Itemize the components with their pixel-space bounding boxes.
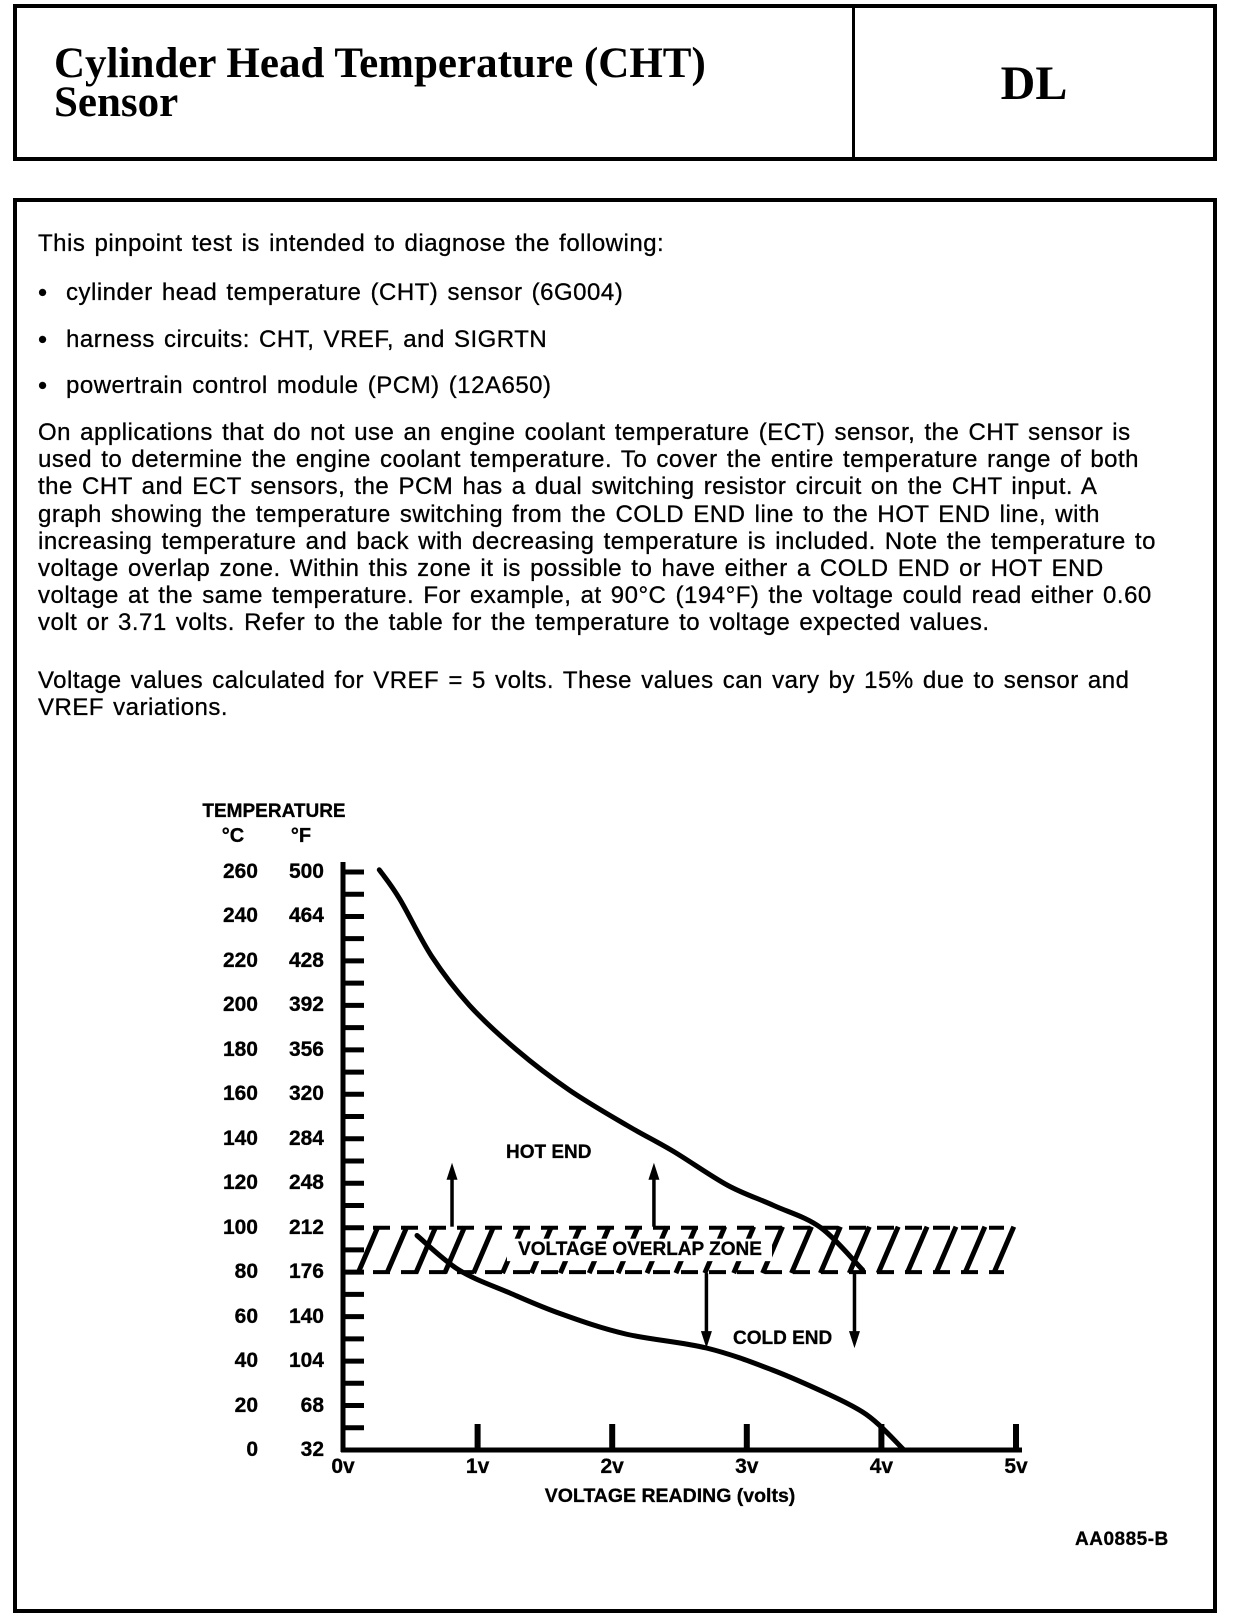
overlap-zone-hatch bbox=[904, 1225, 930, 1275]
y-tick-label-celsius: 180 bbox=[222, 1037, 258, 1061]
overlap-zone-hatch bbox=[875, 1225, 901, 1275]
figure-code: AA0885-B bbox=[1075, 1529, 1169, 1550]
header-title-cell: Cylinder Head Temperature (CHT) Sensor bbox=[17, 8, 852, 157]
y-tick-label-fahrenheit: 284 bbox=[288, 1126, 324, 1150]
cold-end-arrow-head bbox=[848, 1331, 860, 1349]
x-tick-label: 3v bbox=[735, 1455, 759, 1478]
y-tick-label-celsius: 80 bbox=[234, 1260, 258, 1284]
bullet-icon: • bbox=[38, 323, 48, 354]
y-tick-label-celsius: 0 bbox=[246, 1438, 258, 1461]
bullet-text: harness circuits: CHT, VREF, and SIGRTN bbox=[66, 325, 548, 353]
overlap-zone-hatch bbox=[818, 1225, 843, 1275]
x-tick-label: 2v bbox=[600, 1455, 624, 1478]
x-tick-label: 0v bbox=[331, 1455, 355, 1478]
hot-end-arrow-head bbox=[648, 1162, 660, 1180]
header-code-cell: DL bbox=[852, 8, 1213, 157]
y-axis-unit-celsius: °C bbox=[221, 825, 245, 847]
y-tick-label-celsius: 60 bbox=[234, 1304, 258, 1328]
y-tick-label-fahrenheit: 140 bbox=[288, 1304, 324, 1328]
hot-end-label: HOT END bbox=[506, 1142, 592, 1163]
overlap-zone-hatch bbox=[789, 1225, 814, 1275]
overlap-zone-hatch bbox=[442, 1225, 467, 1275]
bullet-icon: • bbox=[38, 370, 48, 400]
page-title: Cylinder Head Temperature (CHT) Sensor bbox=[54, 40, 706, 126]
y-tick-label-celsius: 100 bbox=[222, 1215, 258, 1239]
overlap-zone-hatch bbox=[760, 1225, 785, 1275]
overlap-zone-hatch bbox=[962, 1225, 988, 1275]
overlap-zone-hatch bbox=[413, 1225, 439, 1275]
y-tick-label-fahrenheit: 356 bbox=[288, 1037, 324, 1061]
y-tick-label-fahrenheit: 32 bbox=[300, 1438, 324, 1461]
x-tick-label: 4v bbox=[869, 1455, 894, 1478]
intro-paragraph: This pinpoint test is intended to diagno… bbox=[38, 230, 665, 257]
y-tick-label-celsius: 260 bbox=[222, 859, 258, 883]
y-tick-label-fahrenheit: 320 bbox=[288, 1082, 324, 1106]
bullet-item: • cylinder head temperature (CHT) sensor … bbox=[38, 277, 624, 307]
bullet-item: • harness circuits: CHT, VREF, and SIGRTN bbox=[38, 323, 548, 354]
section-code: DL bbox=[1000, 56, 1068, 110]
description-paragraph: On applications that do not use an engin… bbox=[38, 419, 1156, 637]
y-tick-label-fahrenheit: 392 bbox=[288, 993, 324, 1017]
cold-end-curve bbox=[414, 1233, 906, 1452]
overlap-zone-hatch bbox=[471, 1225, 496, 1275]
bullet-icon: • bbox=[38, 277, 48, 307]
y-tick-label-fahrenheit: 212 bbox=[288, 1215, 324, 1239]
bullet-item: • powertrain control module (PCM) (12A650… bbox=[38, 370, 552, 400]
bullet-text: powertrain control module (PCM) (12A650) bbox=[66, 372, 552, 399]
x-axis-title: VOLTAGE READING (volts) bbox=[544, 1485, 796, 1507]
y-tick-label-celsius: 220 bbox=[222, 948, 258, 972]
overlap-zone-label: VOLTAGE OVERLAP ZONE bbox=[518, 1239, 762, 1260]
y-tick-label-fahrenheit: 428 bbox=[288, 948, 324, 972]
y-tick-label-fahrenheit: 500 bbox=[288, 859, 324, 883]
y-tick-label-celsius: 20 bbox=[234, 1393, 258, 1417]
overlap-zone-label-mask bbox=[507, 1238, 772, 1262]
hot-end-arrow-head bbox=[446, 1162, 458, 1180]
bullet-text: cylinder head temperature (CHT) sensor (… bbox=[66, 279, 624, 306]
y-tick-label-fahrenheit: 68 bbox=[300, 1393, 324, 1417]
x-tick-label: 1v bbox=[465, 1455, 490, 1478]
x-tick-label: 5v bbox=[1004, 1455, 1028, 1478]
vref-note-paragraph: Voltage values calculated for VREF = 5 v… bbox=[38, 667, 1130, 722]
overlap-zone-hatch bbox=[355, 1225, 381, 1275]
y-axis-unit-fahrenheit: °F bbox=[290, 825, 312, 847]
y-tick-label-celsius: 240 bbox=[222, 904, 258, 928]
overlap-zone-hatch bbox=[847, 1225, 872, 1275]
overlap-zone-hatch bbox=[991, 1225, 1017, 1275]
cold-end-arrow-head bbox=[700, 1331, 712, 1349]
y-tick-label-celsius: 160 bbox=[222, 1082, 258, 1106]
y-tick-label-celsius: 120 bbox=[222, 1171, 258, 1195]
y-tick-label-celsius: 200 bbox=[222, 993, 258, 1017]
y-tick-label-celsius: 140 bbox=[222, 1126, 258, 1150]
hot-end-curve bbox=[376, 867, 866, 1273]
overlap-zone-hatch bbox=[933, 1225, 959, 1275]
y-tick-label-fahrenheit: 104 bbox=[288, 1349, 324, 1373]
overlap-zone-hatch bbox=[384, 1225, 410, 1275]
content-box bbox=[13, 198, 1217, 1613]
y-tick-label-fahrenheit: 464 bbox=[288, 904, 324, 928]
y-axis-title: TEMPERATURE bbox=[202, 801, 346, 822]
y-tick-label-fahrenheit: 248 bbox=[288, 1171, 324, 1195]
y-tick-label-fahrenheit: 176 bbox=[288, 1260, 324, 1284]
y-tick-label-celsius: 40 bbox=[234, 1349, 258, 1373]
header-box: Cylinder Head Temperature (CHT) Sensor DL bbox=[13, 4, 1217, 161]
cold-end-label: COLD END bbox=[733, 1328, 833, 1349]
